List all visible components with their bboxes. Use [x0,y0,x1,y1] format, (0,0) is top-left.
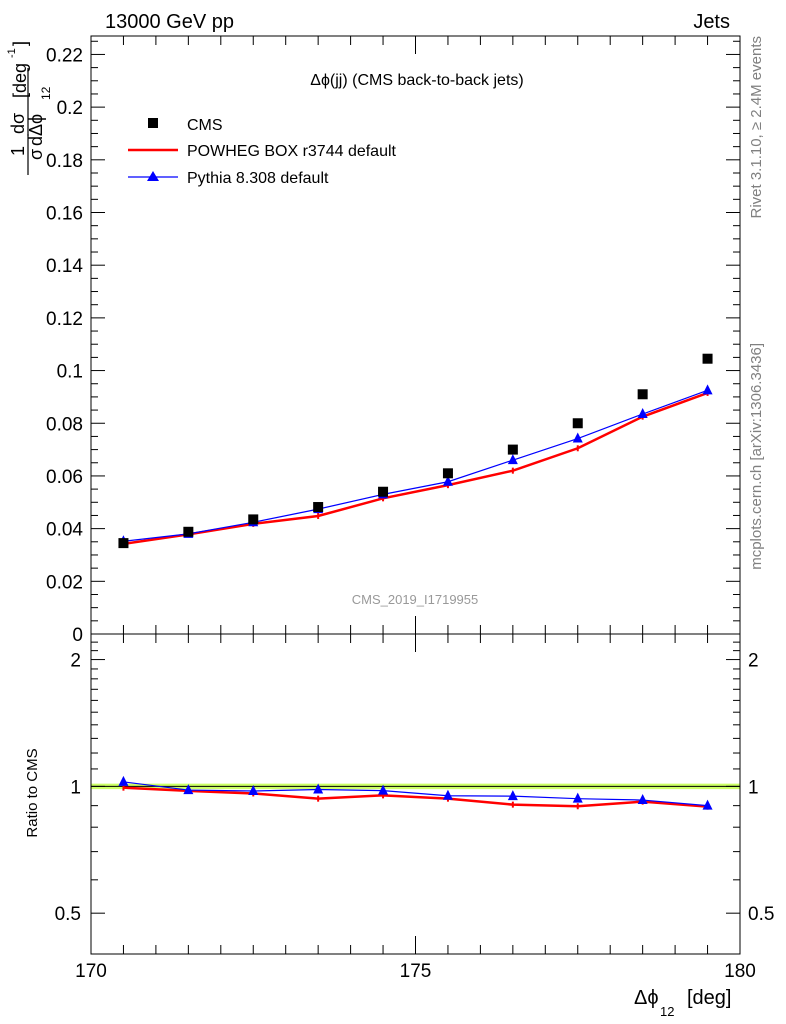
legend: CMS POWHEG BOX r3744 default Pythia 8.30… [128,117,397,187]
point-pythia [637,408,648,419]
ratio-point-pythia [702,799,713,810]
main-y-tick-label: 0.18 [46,151,83,172]
main-series [118,353,713,549]
point-cms [313,502,324,513]
ratio-point-pythia [637,794,648,805]
series-line-powheg [123,391,708,546]
watermark: CMS_2019_I1719955 [352,592,479,607]
point-cms [702,353,713,364]
ratio-y-tick-label-right: 2 [748,651,759,672]
ratio-y-tick-label: 1 [70,777,81,798]
x-label-unit: [deg] [687,987,731,1009]
ratio-point-pythia [378,784,389,795]
ylabel-dnum: dσ [8,113,28,134]
ratio-y-tick-label-right: 1 [748,777,759,798]
ratio-point-pythia [442,789,453,800]
legend-label-cms: CMS [187,117,223,134]
ratio-point-pythia [507,790,518,801]
header-left: 13000 GeV pp [105,11,234,33]
ratio-y-label: Ratio to CMS [24,748,41,837]
ylabel-unit: [deg [10,63,30,98]
main-y-tick-label: 0 [72,625,83,646]
series-line-pythia [123,389,708,542]
ratio-point-pythia [572,792,583,803]
ratio-y-tick-label: 0.5 [55,904,81,925]
point-cms [637,389,648,400]
ylabel-dden-sub: 12 [39,86,53,100]
ylabel-unit-sup: -1 [6,48,18,58]
ratio-x-ticks: 170 175 180 [75,634,756,982]
ratio-line-powheg [123,786,708,808]
point-pythia [507,454,518,465]
x-label-sub: 12 [660,1004,674,1019]
ratio-series [118,775,713,810]
ratio-point-pythia [313,783,324,794]
ratio-panel: 0.5 0.51 12 2 170 175 180 Ratio to CMS Δϕ 12 … [24,633,774,1019]
ratio-point-pythia [248,785,259,796]
point-cms [248,514,259,525]
x-tick-label: 175 [400,961,432,982]
legend-label-pythia: Pythia 8.308 default [187,170,329,187]
main-y-tick-label: 0.02 [46,572,83,593]
legend-marker-pythia [147,171,159,181]
main-y-tick-label: 0.04 [46,520,83,541]
header-right: Jets [693,11,730,33]
rivet-label: Rivet 3.1.10, ≥ 2.4M events [748,36,765,219]
main-y-tick-label: 0.1 [57,362,83,383]
main-y-tick-label: 0.22 [46,45,83,66]
point-pythia [702,384,713,395]
point-cms [507,444,518,455]
point-cms [118,538,129,549]
main-y-ticks: 0 0.02 0.04 0.06 0.08 0.1 0.12 0.14 0.16 0.18 0.2 0… [46,40,740,646]
point-pythia [442,475,453,486]
ratio-line-pythia [123,781,708,807]
main-y-tick-label: 0.06 [46,467,83,488]
ylabel-frac-den: σ [26,149,46,160]
main-y-label: 1 σ dσ dΔϕ 12 [deg -1 ] [6,41,53,175]
x-tick-label: 180 [724,961,756,982]
ratio-y-tick-label: 2 [70,651,81,672]
ratio-y-tick-label-right: 0.5 [748,904,774,925]
main-y-tick-label: 0.16 [46,204,83,225]
x-tick-label: 170 [75,961,107,982]
point-cms [183,526,194,537]
x-label-main: Δϕ [634,987,659,1009]
plot-title: Δϕ(jj) (CMS back-to-back jets) [310,72,523,89]
legend-label-powheg: POWHEG BOX r3744 default [187,143,397,160]
ylabel-unit-end: ] [10,41,30,46]
main-x-ticks [90,36,741,634]
main-y-tick-label: 0.2 [57,98,83,119]
point-cms [378,486,389,497]
main-panel: 0 0.02 0.04 0.06 0.08 0.1 0.12 0.14 0.16 0.18 0.2 0… [6,35,741,646]
main-y-tick-label: 0.14 [46,256,83,277]
ylabel-dden: dΔϕ [26,114,46,146]
mcplots-label: mcplots.cern.ch [arXiv:1306.3436] [748,343,765,570]
legend-marker-cms [148,118,158,128]
ylabel-frac-num: 1 [8,146,28,156]
ratio-point-pythia [183,784,194,795]
ratio-point-pythia [118,775,129,786]
point-cms [442,468,453,479]
main-y-tick-label: 0.12 [46,309,83,330]
ratio-y-ticks: 0.5 0.5 1 1 2 2 [55,641,774,925]
main-y-tick-label: 0.08 [46,414,83,435]
point-pythia [572,432,583,443]
point-cms [572,418,583,429]
